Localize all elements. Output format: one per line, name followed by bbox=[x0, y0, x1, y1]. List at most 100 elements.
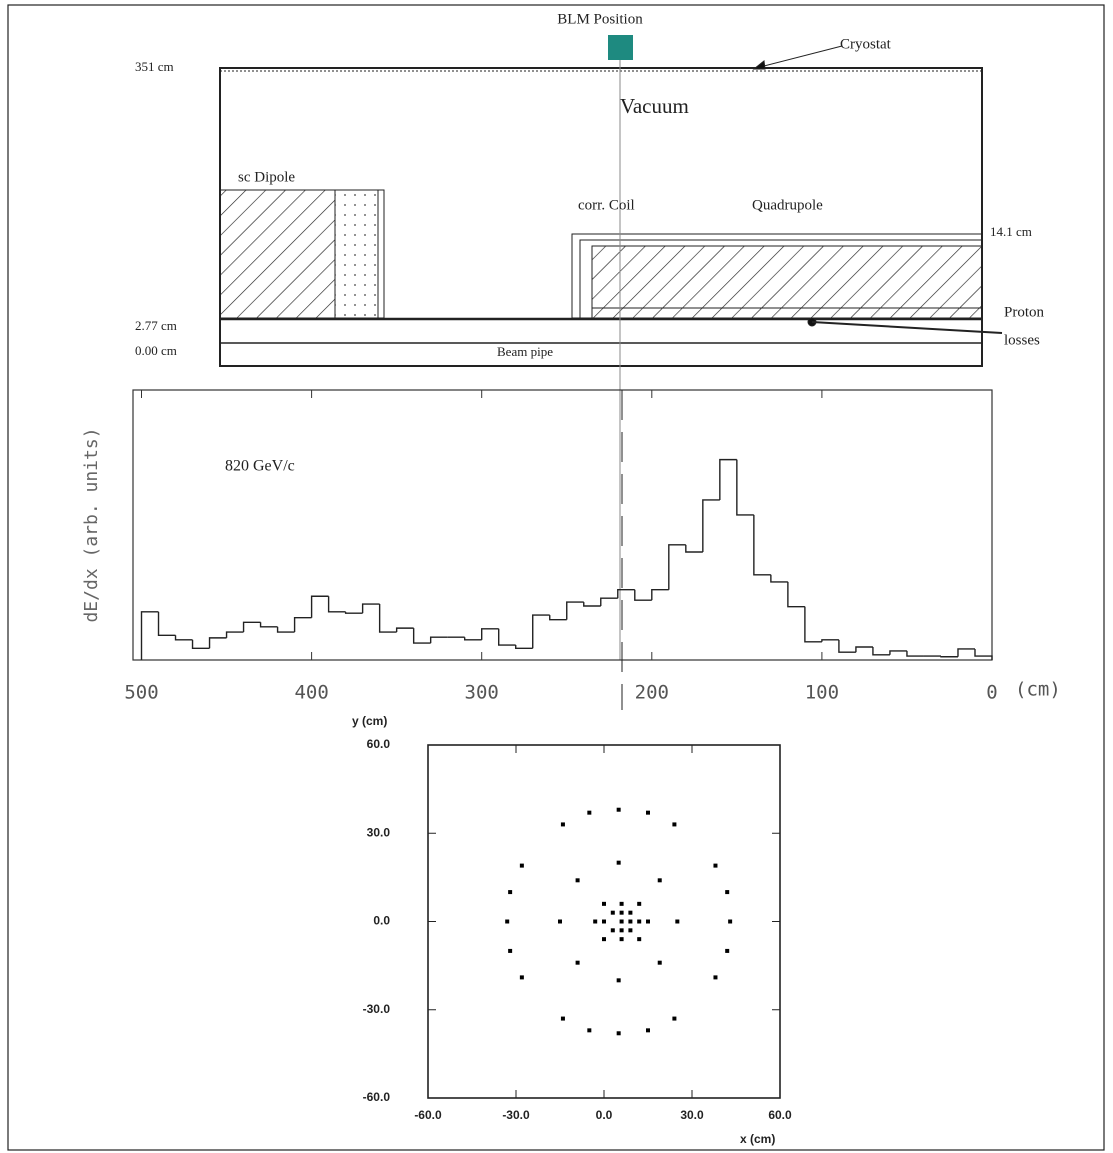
histogram-bin bbox=[498, 628, 516, 646]
histogram-bin bbox=[208, 637, 227, 649]
point bbox=[560, 1016, 565, 1021]
point bbox=[657, 878, 662, 883]
dipole-wall bbox=[377, 189, 385, 319]
point bbox=[616, 1031, 621, 1036]
histogram-bin bbox=[787, 581, 805, 608]
point bbox=[508, 948, 513, 953]
y-axis-label: dE/dx (arb. units) bbox=[81, 427, 102, 622]
radius-label: 14.1 cm bbox=[990, 224, 1032, 239]
quadrupole-coil bbox=[591, 245, 983, 309]
radius-label: 2.77 cm bbox=[135, 318, 177, 333]
x-axis-label: (cm) bbox=[1015, 679, 1061, 701]
radius-label: 0.00 cm bbox=[135, 343, 177, 358]
point bbox=[619, 901, 624, 906]
y-tick-label: 30.0 bbox=[367, 825, 391, 839]
point bbox=[672, 1016, 677, 1021]
point bbox=[646, 1028, 650, 1033]
point bbox=[728, 919, 733, 924]
histogram-bin bbox=[361, 603, 380, 614]
x-axis-label: x (cm) bbox=[740, 1132, 775, 1146]
histogram-bin bbox=[617, 589, 635, 599]
histogram-bin bbox=[634, 589, 652, 601]
histogram-bin bbox=[736, 459, 754, 516]
arrow-head bbox=[752, 60, 766, 70]
x-tick-label: 300 bbox=[465, 682, 499, 704]
point bbox=[560, 822, 565, 827]
histogram-bin bbox=[583, 602, 601, 607]
histogram-bin bbox=[668, 544, 686, 590]
histogram-bin bbox=[378, 604, 397, 633]
point bbox=[637, 937, 642, 942]
y-tick-label: 60.0 bbox=[367, 737, 391, 751]
point bbox=[619, 919, 624, 924]
losses-label: losses bbox=[1004, 332, 1040, 348]
histogram-bin bbox=[463, 637, 482, 641]
point bbox=[619, 937, 624, 942]
histogram-bin bbox=[276, 626, 295, 633]
histogram-bin bbox=[259, 622, 278, 628]
histogram-bin bbox=[889, 650, 907, 655]
histogram-bin bbox=[242, 621, 261, 633]
point bbox=[657, 960, 662, 965]
losses-label: Proton bbox=[1004, 304, 1045, 320]
histogram-bin bbox=[600, 597, 618, 606]
histogram-bin bbox=[855, 646, 873, 653]
histogram-bin bbox=[957, 648, 975, 657]
histogram-bin bbox=[651, 589, 669, 601]
loss-pointer bbox=[811, 321, 1003, 334]
plot-frame bbox=[132, 389, 993, 661]
point bbox=[616, 978, 621, 983]
point bbox=[646, 919, 650, 924]
y-tick-label: 0.0 bbox=[373, 914, 390, 928]
point bbox=[725, 890, 730, 895]
point bbox=[713, 975, 718, 980]
histogram-bin bbox=[327, 596, 346, 613]
blm-marker bbox=[608, 35, 633, 60]
cryostat-pointer bbox=[759, 45, 843, 68]
point bbox=[519, 975, 524, 980]
point bbox=[616, 807, 621, 812]
point bbox=[713, 863, 718, 868]
point bbox=[519, 863, 524, 868]
point bbox=[619, 910, 624, 915]
quadrupole-label: Quadrupole bbox=[752, 197, 823, 213]
histogram-bin bbox=[429, 636, 448, 644]
blm-label: BLM Position bbox=[557, 11, 643, 27]
histogram-bin bbox=[191, 639, 210, 649]
point bbox=[508, 890, 513, 895]
histogram-bin bbox=[821, 639, 839, 642]
point bbox=[675, 919, 680, 924]
histogram-bin bbox=[344, 611, 363, 614]
point bbox=[646, 810, 650, 815]
point bbox=[619, 928, 624, 933]
quadrupole-liner bbox=[591, 307, 983, 319]
point bbox=[628, 919, 633, 924]
x-tick-label: -30.0 bbox=[502, 1108, 530, 1122]
beam-pipe-label: Beam pipe bbox=[497, 344, 553, 359]
point bbox=[672, 822, 677, 827]
x-tick-label: 100 bbox=[805, 682, 839, 704]
histogram-bin bbox=[412, 628, 431, 644]
histogram-bin bbox=[532, 614, 550, 649]
histogram-bin bbox=[293, 617, 312, 633]
y-tick-label: -30.0 bbox=[363, 1002, 391, 1016]
histogram-bin bbox=[702, 499, 720, 552]
histogram-bin bbox=[225, 631, 244, 638]
point bbox=[610, 910, 615, 915]
point bbox=[587, 1028, 592, 1033]
histogram-bin bbox=[719, 458, 737, 500]
histogram-bin bbox=[974, 648, 993, 660]
point bbox=[602, 937, 606, 942]
point bbox=[593, 919, 598, 924]
histogram-bin bbox=[549, 615, 567, 621]
histogram-bin bbox=[940, 656, 958, 658]
vacuum-label: Vacuum bbox=[620, 94, 689, 118]
point bbox=[725, 948, 730, 953]
histogram-bin bbox=[753, 514, 771, 576]
point bbox=[575, 878, 580, 883]
point bbox=[628, 928, 633, 933]
point bbox=[637, 901, 642, 906]
histogram-bin bbox=[481, 628, 499, 640]
point bbox=[558, 919, 562, 924]
